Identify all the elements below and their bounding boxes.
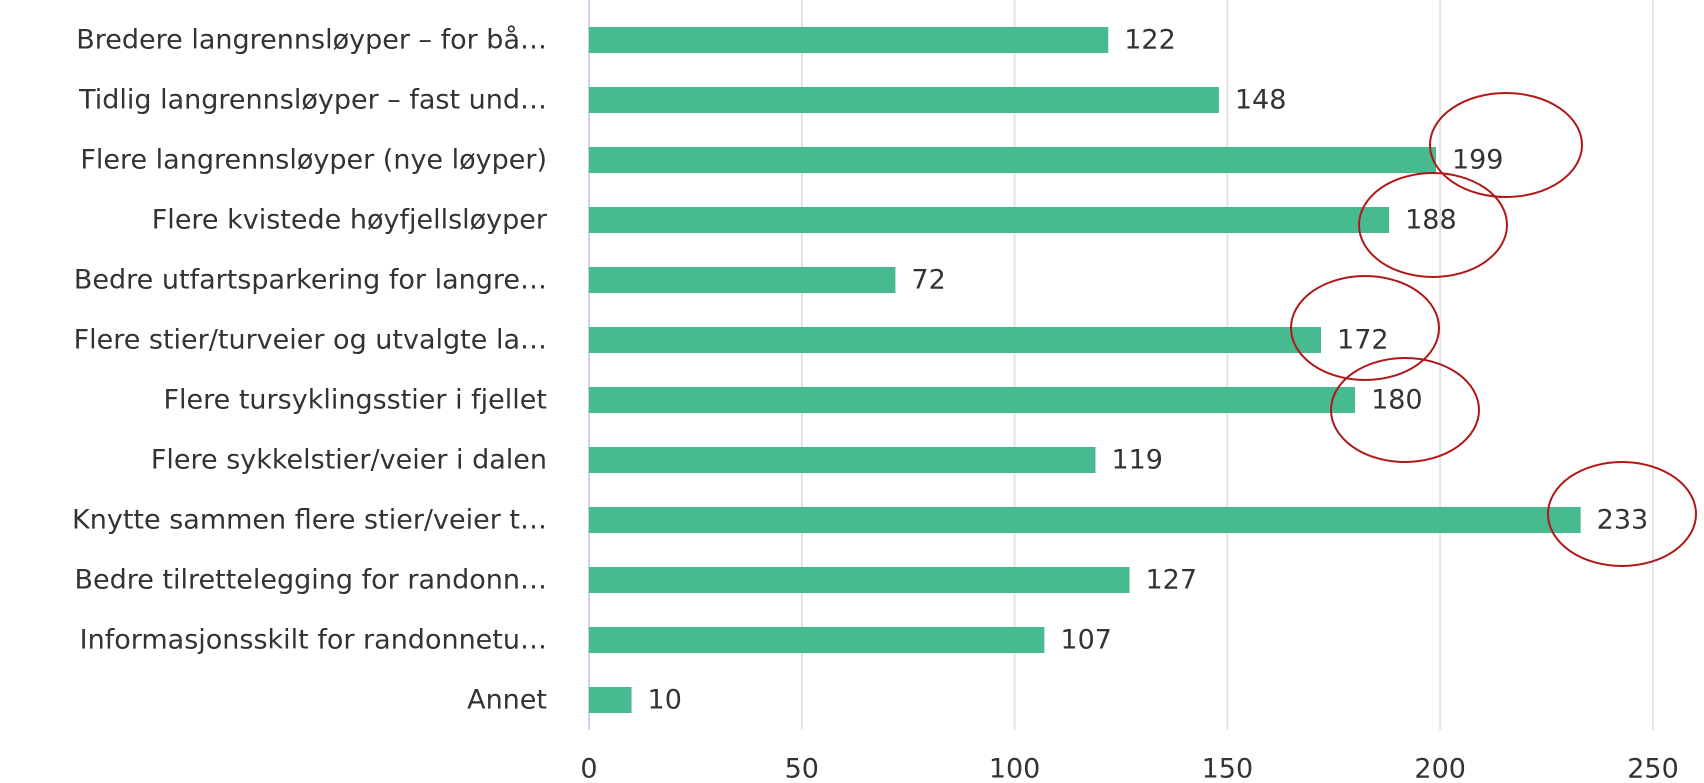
annotation-circle: [1547, 461, 1697, 567]
y-tick-label: Knytte sammen flere stier/veier t…: [72, 505, 547, 536]
annotation-circle: [1290, 275, 1440, 381]
bar: [589, 87, 1219, 113]
data-label: 107: [1060, 625, 1112, 656]
y-tick-label: Flere sykkelstier/veier i dalen: [151, 445, 547, 476]
bar: [589, 27, 1109, 53]
y-tick-label: Bedre tilrettelegging for randonn…: [74, 565, 547, 596]
annotation-circle: [1330, 357, 1480, 463]
data-label: 72: [911, 265, 945, 296]
x-tick-label: 0: [580, 754, 597, 783]
x-tick-label: 150: [1202, 754, 1254, 783]
y-tick-label: Annet: [467, 685, 547, 716]
bar: [589, 267, 896, 293]
bar: [589, 687, 632, 713]
bar: [589, 627, 1045, 653]
y-tick-label: Informasjonsskilt for randonnetu…: [80, 625, 547, 656]
data-label: 199: [1452, 145, 1504, 176]
data-label: 188: [1405, 205, 1457, 236]
annotations: [1290, 92, 1697, 567]
bar: [589, 327, 1322, 353]
data-label: 127: [1146, 565, 1198, 596]
data-label: 122: [1124, 25, 1176, 56]
x-tick-label: 100: [989, 754, 1041, 783]
y-tick-label: Flere langrennsløyper (nye løyper): [80, 145, 547, 176]
y-tick-label: Flere stier/turveier og utvalgte la…: [74, 325, 547, 356]
y-tick-label: Bredere langrennsløyper – for bå…: [76, 25, 547, 56]
data-label: 10: [648, 685, 682, 716]
y-tick-label: Flere kvistede høyfjellsløyper: [152, 205, 548, 236]
data-label: 233: [1597, 505, 1649, 536]
x-tick-label: 50: [785, 754, 819, 783]
data-label: 172: [1337, 325, 1389, 356]
y-tick-label: Tidlig langrennsløyper – fast und…: [78, 85, 547, 116]
data-label: 148: [1235, 85, 1287, 116]
x-tick-label: 200: [1414, 754, 1466, 783]
annotation-circle: [1358, 172, 1508, 278]
y-tick-label: Bedre utfartsparkering for langre…: [74, 265, 547, 296]
data-label: 180: [1371, 385, 1423, 416]
annotation-circle: [1429, 92, 1583, 198]
bar: [589, 387, 1356, 413]
bar: [589, 507, 1581, 533]
bar: [589, 567, 1130, 593]
y-tick-label: Flere tursyklingsstier i fjellet: [164, 385, 548, 416]
x-tick-label: 250: [1627, 754, 1679, 783]
bar: [589, 147, 1436, 173]
bar: [589, 447, 1096, 473]
data-label: 119: [1111, 445, 1163, 476]
bar: [589, 207, 1390, 233]
